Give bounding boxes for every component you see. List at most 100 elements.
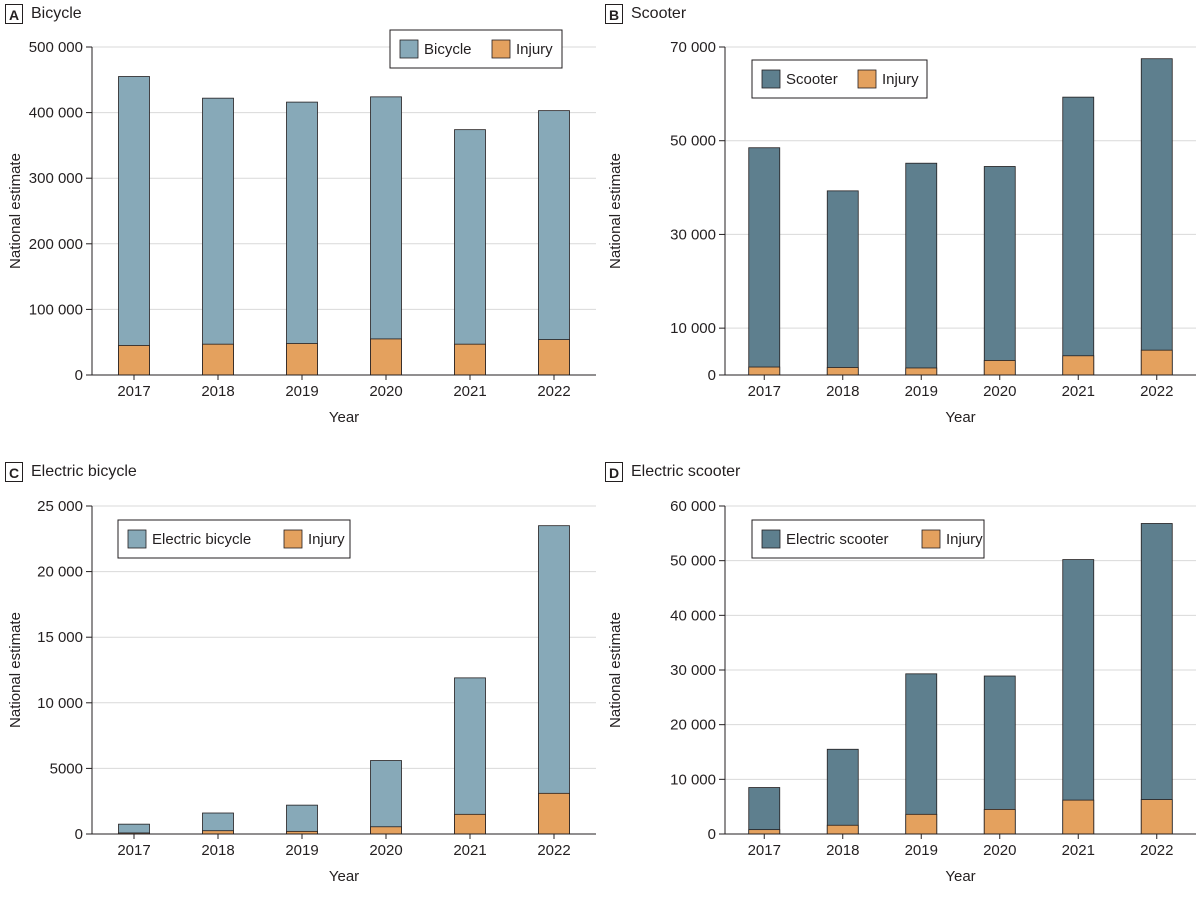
x-tick-label: 2020 bbox=[983, 383, 1016, 400]
bar-total bbox=[538, 110, 570, 376]
panel-header: A Bicycle bbox=[5, 4, 82, 24]
panel-header: C Electric bicycle bbox=[5, 462, 137, 482]
y-tick-label: 30 000 bbox=[670, 662, 716, 679]
panel-electric-scooter: D Electric scooter 0 10 000 20 000 30 000 40… bbox=[600, 458, 1200, 900]
y-tick-label: 15 000 bbox=[37, 629, 83, 646]
legend-label: Scooter bbox=[786, 71, 838, 88]
panel-letter: A bbox=[5, 4, 23, 24]
bar-injury bbox=[1062, 799, 1095, 835]
legend-label: Injury bbox=[308, 531, 345, 548]
panel-letter: D bbox=[605, 462, 623, 482]
x-tick-label: 2017 bbox=[117, 842, 150, 859]
x-tick-label: 2019 bbox=[905, 383, 938, 400]
bar-total bbox=[286, 101, 318, 376]
y-tick-label: 50 000 bbox=[670, 553, 716, 570]
panel-title: Scooter bbox=[631, 5, 687, 22]
bar-total bbox=[748, 147, 781, 376]
x-tick-label: 2018 bbox=[201, 383, 234, 400]
y-tick-label: 0 bbox=[708, 367, 716, 384]
y-tick-label: 5000 bbox=[50, 760, 83, 777]
x-tick-label: 2022 bbox=[1140, 383, 1173, 400]
y-tick-label: 60 000 bbox=[670, 498, 716, 515]
bar-total bbox=[905, 673, 938, 835]
legend-swatch bbox=[127, 529, 147, 549]
bar-total bbox=[286, 804, 318, 835]
bar-injury bbox=[202, 343, 234, 376]
x-tick-label: 2019 bbox=[285, 383, 318, 400]
legend-swatch bbox=[399, 39, 419, 59]
bar-injury bbox=[370, 826, 402, 835]
legend-label: Electric bicycle bbox=[152, 531, 251, 548]
panel-title: Electric bicycle bbox=[31, 463, 137, 480]
bar-injury bbox=[905, 367, 938, 376]
bar-injury bbox=[1140, 799, 1173, 835]
x-tick-label: 2022 bbox=[1140, 842, 1173, 859]
x-tick-label: 2019 bbox=[285, 842, 318, 859]
y-tick-label: 10 000 bbox=[37, 695, 83, 712]
legend-swatch bbox=[761, 69, 781, 89]
bar-total bbox=[1062, 559, 1095, 835]
bar-total bbox=[538, 525, 570, 835]
x-tick-label: 2018 bbox=[201, 842, 234, 859]
bar-injury bbox=[748, 366, 781, 376]
x-axis-label: Year bbox=[945, 868, 975, 885]
y-axis-label: National estimate bbox=[607, 612, 624, 728]
x-axis-label: Year bbox=[329, 868, 359, 885]
y-tick-label: 400 000 bbox=[29, 105, 83, 122]
panel-letter: B bbox=[605, 4, 623, 24]
legend-label: Injury bbox=[882, 71, 919, 88]
panel-title: Electric scooter bbox=[631, 463, 741, 480]
y-tick-label: 500 000 bbox=[29, 39, 83, 56]
legend-swatch bbox=[761, 529, 781, 549]
legend: Scooter Injury bbox=[751, 59, 928, 99]
legend: Electric bicycle Injury bbox=[117, 519, 351, 559]
y-tick-label: 0 bbox=[75, 826, 83, 843]
legend-label: Injury bbox=[516, 41, 553, 58]
panel-electric-bicycle: C Electric bicycle 0 5000 10 000 15 000 20 0… bbox=[0, 458, 600, 900]
bar-injury bbox=[118, 345, 150, 376]
y-tick-label: 40 000 bbox=[670, 607, 716, 624]
bar-injury bbox=[538, 339, 570, 376]
scooter-chart: 0 10 000 30 000 50 000 70 000 2017 2018 2019 202… bbox=[607, 39, 1196, 426]
bar-injury bbox=[454, 343, 486, 376]
x-tick-label: 2017 bbox=[748, 842, 781, 859]
x-tick-label: 2017 bbox=[117, 383, 150, 400]
bar-total bbox=[748, 787, 781, 835]
x-tick-label: 2020 bbox=[983, 842, 1016, 859]
bar-injury bbox=[538, 792, 570, 835]
panel-header: B Scooter bbox=[605, 4, 686, 24]
bar-total bbox=[118, 76, 150, 376]
bar-total bbox=[202, 97, 234, 376]
electric-bicycle-chart: 0 5000 10 000 15 000 20 000 25 000 2017 2018 201… bbox=[7, 498, 596, 885]
legend: Bicycle Injury bbox=[389, 29, 563, 69]
electric-scooter-chart: 0 10 000 20 000 30 000 40 000 50 000 60 000 201… bbox=[607, 498, 1196, 885]
y-axis-label: National estimate bbox=[7, 612, 24, 728]
panel-bicycle: A Bicycle 0 100 000 200 000 300 000 400 000 5… bbox=[0, 0, 600, 442]
bar-total bbox=[1140, 523, 1173, 835]
bar-total bbox=[983, 166, 1016, 376]
y-axis-label: National estimate bbox=[607, 153, 624, 269]
bar-injury bbox=[905, 813, 938, 835]
bar-total bbox=[826, 748, 859, 835]
legend-box bbox=[117, 519, 351, 559]
bar-total bbox=[454, 129, 486, 376]
y-tick-label: 70 000 bbox=[670, 39, 716, 56]
x-axis-label: Year bbox=[329, 409, 359, 426]
bar-total bbox=[454, 677, 486, 835]
panel-scooter: B Scooter 0 10 000 30 000 50 000 70 000 2017 2… bbox=[600, 0, 1200, 442]
y-tick-label: 50 000 bbox=[670, 133, 716, 150]
x-tick-label: 2020 bbox=[369, 842, 402, 859]
x-tick-label: 2018 bbox=[826, 842, 859, 859]
y-tick-label: 100 000 bbox=[29, 301, 83, 318]
bar-injury bbox=[748, 829, 781, 835]
x-tick-label: 2018 bbox=[826, 383, 859, 400]
y-tick-label: 0 bbox=[708, 826, 716, 843]
legend-swatch bbox=[921, 529, 941, 549]
legend-box bbox=[751, 59, 928, 99]
bar-injury bbox=[1062, 355, 1095, 376]
bar-total bbox=[826, 190, 859, 376]
y-tick-label: 0 bbox=[75, 367, 83, 384]
legend-swatch bbox=[857, 69, 877, 89]
x-tick-label: 2022 bbox=[537, 383, 570, 400]
x-axis-label: Year bbox=[945, 409, 975, 426]
